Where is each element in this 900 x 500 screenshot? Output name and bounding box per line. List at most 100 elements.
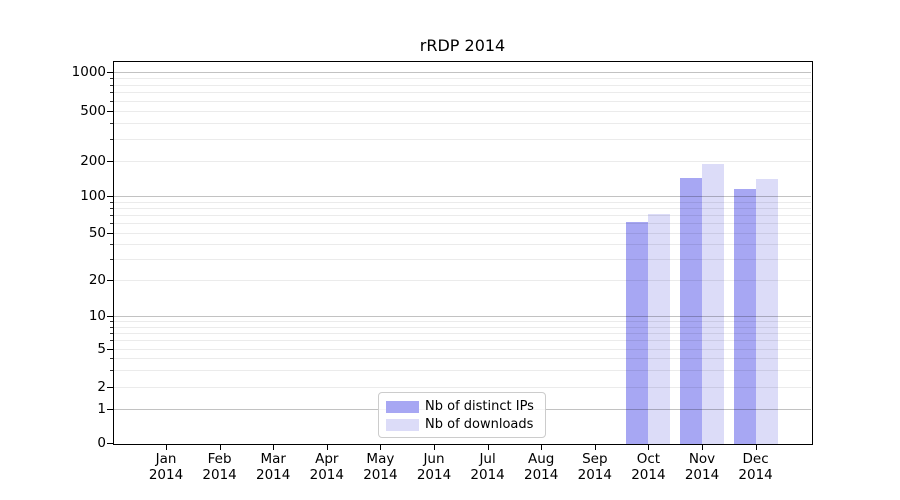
y-tick-mark — [107, 409, 113, 410]
y-tick-label: 50 — [88, 225, 106, 241]
y-tick-mark — [107, 233, 113, 234]
y-tick-mark — [107, 111, 113, 112]
x-tick-label: May 2014 — [363, 451, 398, 483]
y-tick-label: 200 — [80, 153, 106, 169]
y-tick-mark-minor — [110, 92, 113, 94]
x-tick-mark — [702, 445, 703, 450]
legend-swatch-distinct-ips — [386, 400, 419, 413]
legend-label-downloads: Nb of downloads — [425, 417, 534, 432]
x-tick-mark — [273, 445, 275, 450]
y-tick-label: 10 — [88, 308, 106, 324]
gridline-minor — [114, 100, 811, 102]
y-tick-mark-minor — [110, 332, 113, 334]
gridline-minor — [114, 223, 811, 225]
y-tick-label: 1 — [97, 401, 106, 417]
y-tick-label: 0 — [97, 435, 106, 451]
gridline-minor — [114, 321, 811, 323]
y-tick-label: 20 — [88, 272, 106, 288]
gridline-minor — [114, 358, 811, 360]
y-tick-label: 5 — [97, 341, 106, 357]
x-tick-label: Sep 2014 — [577, 451, 612, 483]
y-tick-label: 500 — [80, 103, 106, 119]
bar-downloads — [702, 163, 724, 444]
legend: Nb of distinct IPs Nb of downloads — [378, 392, 546, 438]
x-tick-mark — [326, 445, 328, 450]
x-tick-label: Aug 2014 — [524, 451, 559, 483]
x-tick-mark — [755, 445, 757, 450]
x-tick-label: Mar 2014 — [256, 451, 291, 483]
x-tick-mark — [541, 445, 543, 450]
gridline-minor — [114, 349, 811, 350]
y-tick-mark — [107, 316, 113, 317]
y-tick-mark-minor — [110, 326, 113, 328]
x-tick-mark — [380, 445, 382, 450]
x-tick-label: Jul 2014 — [470, 451, 505, 483]
y-tick-mark — [107, 443, 113, 444]
y-tick-mark — [107, 161, 113, 162]
legend-entry-downloads: Nb of downloads — [386, 416, 539, 433]
gridline-minor — [114, 233, 811, 234]
bar-distinct-ips — [733, 188, 756, 444]
y-tick-label: 100 — [80, 188, 106, 204]
gridline-major — [114, 196, 811, 197]
gridline-minor — [114, 77, 811, 79]
y-tick-mark — [107, 349, 113, 350]
y-tick-mark — [107, 280, 113, 281]
x-tick-mark — [219, 445, 221, 450]
gridline-minor — [114, 387, 811, 388]
y-tick-mark-minor — [110, 244, 113, 246]
x-tick-label: Jan 2014 — [148, 451, 184, 483]
gridline-minor — [114, 244, 811, 246]
x-tick-mark — [166, 445, 167, 450]
y-tick-mark — [107, 196, 113, 197]
x-tick-label: Dec 2014 — [738, 451, 773, 483]
y-tick-mark-minor — [110, 138, 113, 140]
x-tick-label: Jun 2014 — [416, 451, 452, 483]
gridline-minor — [114, 138, 811, 140]
y-tick-label: 1000 — [71, 64, 106, 80]
y-tick-mark-minor — [110, 84, 113, 86]
y-tick-label: 2 — [97, 379, 106, 395]
y-tick-mark-minor — [110, 77, 113, 79]
gridline-minor — [114, 207, 811, 209]
y-tick-mark-minor — [110, 321, 113, 323]
y-tick-mark — [107, 387, 113, 388]
legend-entry-distinct-ips: Nb of distinct IPs — [386, 398, 539, 415]
y-tick-mark-minor — [110, 340, 113, 342]
bar-downloads — [755, 179, 778, 444]
y-tick-mark-minor — [110, 100, 113, 102]
gridline-minor — [114, 370, 811, 372]
legend-label-distinct-ips: Nb of distinct IPs — [425, 399, 534, 414]
bar-downloads — [648, 214, 671, 444]
x-tick-label: Oct 2014 — [631, 451, 666, 483]
gridline-minor — [114, 215, 811, 217]
y-tick-mark-minor — [110, 207, 113, 209]
gridline-major — [114, 72, 811, 73]
y-tick-mark-minor — [110, 123, 113, 125]
x-tick-mark — [648, 445, 650, 450]
x-tick-mark — [594, 445, 596, 450]
legend-swatch-downloads — [386, 418, 419, 431]
gridline-minor — [114, 201, 811, 203]
y-tick-mark — [107, 72, 113, 73]
y-tick-mark-minor — [110, 215, 113, 217]
chart-title: rRDP 2014 — [419, 36, 506, 55]
gridline-major — [114, 316, 811, 317]
y-tick-mark-minor — [110, 370, 113, 372]
gridline-minor — [114, 332, 811, 334]
x-tick-label: Nov 2014 — [684, 451, 720, 483]
y-tick-mark-minor — [110, 259, 113, 261]
gridline-minor — [114, 111, 811, 112]
bar-distinct-ips — [680, 178, 702, 444]
gridline-minor — [114, 326, 811, 328]
gridline-minor — [114, 92, 811, 94]
x-tick-label: Feb 2014 — [202, 451, 237, 483]
y-tick-mark-minor — [110, 223, 113, 225]
gridline-minor — [114, 123, 811, 125]
gridline-minor — [114, 280, 811, 281]
y-tick-mark-minor — [110, 358, 113, 360]
gridline-minor — [114, 340, 811, 342]
gridline-minor — [114, 84, 811, 86]
x-tick-mark — [487, 445, 489, 450]
